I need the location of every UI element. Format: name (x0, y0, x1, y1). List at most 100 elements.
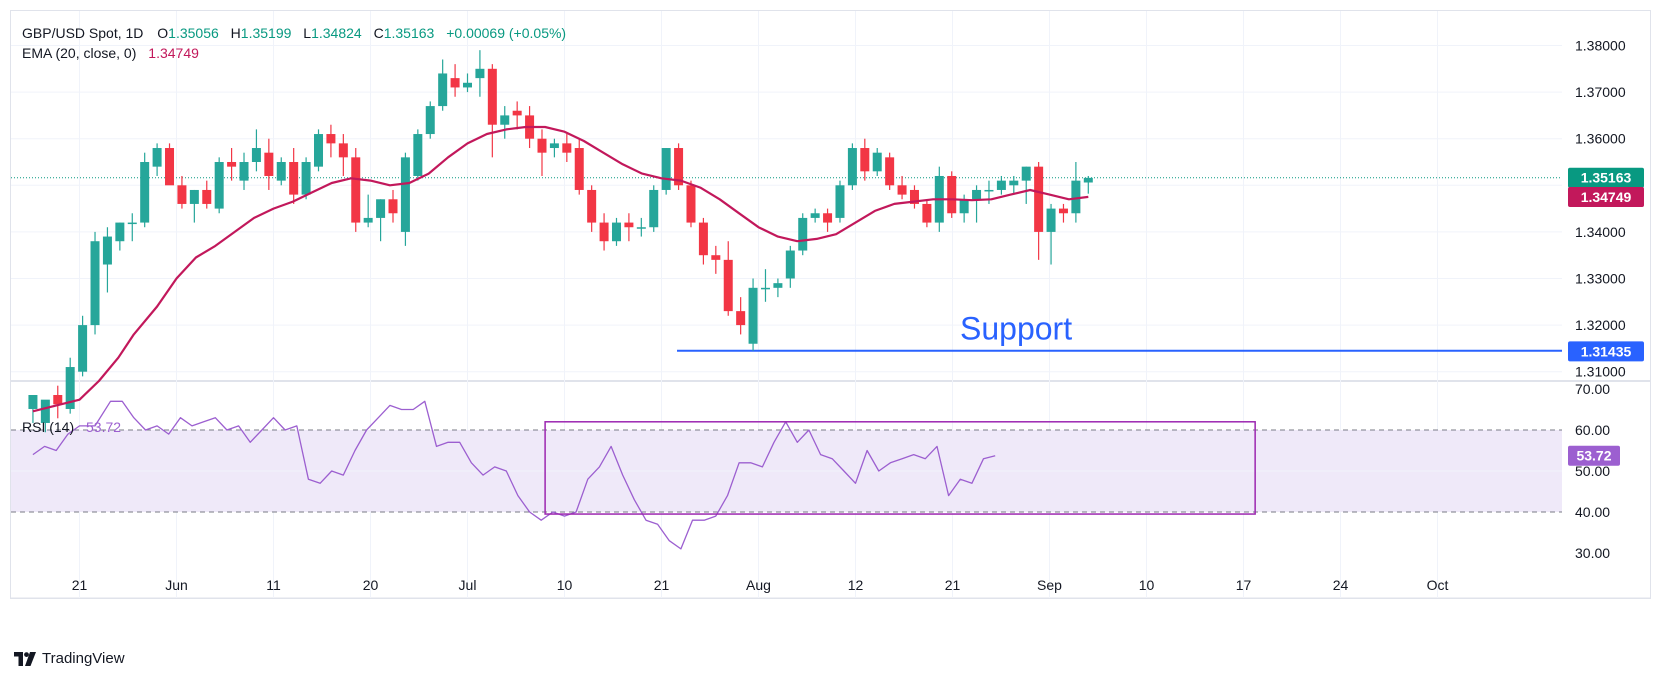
candle (413, 129, 423, 181)
price-tick-label: 1.34000 (1575, 224, 1626, 240)
candle-body (785, 250, 795, 279)
rsi-highlight-box (544, 421, 1256, 515)
rsi-tick-label: 60.00 (1575, 422, 1610, 438)
candle (314, 129, 324, 172)
candle (1058, 203, 1068, 223)
candle-body (599, 222, 609, 242)
open-value: 1.35056 (168, 25, 219, 41)
candle-body (674, 148, 684, 186)
x-tick-label: Aug (746, 577, 771, 593)
candle (251, 129, 261, 172)
candle-body (872, 152, 882, 172)
candle (102, 227, 112, 293)
x-tick-label: Oct (1427, 577, 1449, 593)
change-value: +0.00069 (+0.05%) (446, 25, 566, 41)
candle-body (102, 236, 112, 265)
close-value: 1.35163 (384, 25, 435, 41)
candle-body (301, 162, 311, 195)
candle (798, 213, 808, 256)
candle (512, 101, 522, 130)
candle (438, 59, 448, 111)
candle-body (65, 367, 75, 409)
candle-body (798, 217, 808, 251)
candle (785, 245, 795, 288)
candle-body (463, 82, 472, 88)
candle-body (165, 148, 175, 186)
rsi-value-badge: 53.72 (1568, 445, 1620, 466)
candle-body (475, 68, 485, 79)
support-annotation: Support (677, 311, 1562, 352)
candle (773, 278, 783, 298)
candle-body (947, 175, 957, 214)
tradingview-brand[interactable]: TradingView (14, 650, 125, 667)
candle (326, 124, 336, 158)
candle-body (363, 217, 373, 223)
x-tick-label: 21 (945, 577, 961, 593)
x-tick-label: 20 (363, 577, 379, 593)
candle-body (549, 143, 559, 149)
candle (28, 395, 38, 423)
candle-body (78, 325, 88, 372)
candle-body (28, 395, 38, 409)
candle (599, 213, 609, 251)
candle-body (922, 203, 932, 223)
candle-body (649, 189, 659, 228)
candle (500, 106, 510, 139)
candle (562, 134, 572, 162)
candle-body (959, 199, 969, 214)
candle-body (972, 189, 982, 200)
candle-body (1021, 166, 1031, 181)
rsi-tick-label: 30.00 (1575, 545, 1610, 561)
support-price-badge-text: 1.31435 (1581, 343, 1632, 359)
candle (90, 231, 100, 335)
candle-body (227, 162, 237, 167)
rsi-value-badge-bg (1568, 445, 1620, 466)
ohlc-legend: GBP/USD Spot, 1D O1.35056 H1.35199 L1.34… (22, 25, 566, 41)
candle-body (127, 222, 137, 225)
candle (388, 189, 398, 223)
candle (127, 213, 137, 242)
candle-body (1058, 208, 1068, 214)
candle-body (810, 213, 820, 218)
candle (338, 134, 348, 176)
last-price-badge-text: 1.35163 (1581, 170, 1632, 186)
candle-body (487, 68, 497, 125)
candle-body (289, 162, 299, 195)
candle-body (773, 283, 783, 288)
rsi-band (11, 429, 1562, 513)
candle-body (53, 395, 63, 405)
last-price-badge-bg (1568, 167, 1644, 188)
candle-body (251, 148, 261, 162)
candle (835, 180, 845, 223)
candle (661, 148, 671, 195)
candle (289, 148, 299, 204)
candle-body (189, 189, 199, 204)
rsi-legend: RSI (14) 53.72 (22, 419, 121, 435)
tradingview-logo-icon (14, 651, 36, 666)
price-tick-label: 1.37000 (1575, 84, 1626, 100)
candle (1009, 175, 1019, 195)
ema-price-badge: 1.34749 (1568, 186, 1644, 207)
ema-price-badge-text: 1.34749 (1581, 189, 1632, 205)
candle (922, 199, 932, 228)
candle (1083, 175, 1093, 194)
candle-body (537, 138, 547, 153)
candle-body (239, 162, 249, 181)
candle-body (214, 162, 224, 209)
candle (823, 208, 833, 232)
candle (363, 194, 373, 228)
rsi-series-line (32, 400, 996, 550)
candle (227, 148, 237, 181)
x-tick-label: 24 (1333, 577, 1349, 593)
candle (140, 152, 150, 228)
x-tick-label: Jul (459, 577, 477, 593)
candle (636, 217, 646, 237)
candle (860, 138, 870, 181)
candle (760, 269, 770, 302)
candle (152, 143, 162, 176)
close-prefix: C (374, 25, 384, 41)
ema-legend-label: EMA (20, close, 0) (22, 45, 136, 61)
x-tick-label: 21 (72, 577, 88, 593)
candle-body (835, 185, 845, 218)
